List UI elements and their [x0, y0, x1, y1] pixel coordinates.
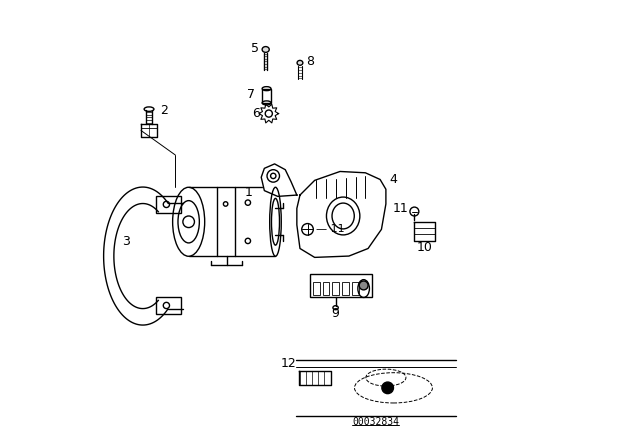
Text: — 11: — 11 [316, 224, 344, 234]
Bar [342, 282, 349, 295]
Polygon shape [414, 222, 435, 241]
Ellipse shape [262, 47, 269, 52]
Polygon shape [261, 164, 297, 196]
Text: 11: 11 [392, 202, 408, 215]
Bar [323, 282, 330, 295]
Text: 2: 2 [160, 104, 168, 117]
Text: 7: 7 [248, 88, 255, 101]
Bar [332, 282, 339, 295]
Bar [313, 282, 319, 295]
Text: 4: 4 [389, 173, 397, 186]
Text: 9: 9 [332, 307, 340, 320]
Bar [262, 89, 271, 103]
Bar [310, 274, 372, 297]
Text: 12: 12 [281, 357, 297, 370]
Bar [156, 196, 180, 213]
Text: 1: 1 [245, 186, 253, 199]
Polygon shape [299, 371, 331, 385]
Text: 00032834: 00032834 [352, 417, 399, 427]
Text: 10: 10 [417, 241, 433, 254]
Bar [352, 282, 359, 295]
Polygon shape [297, 172, 386, 258]
Ellipse shape [297, 60, 303, 65]
Text: 3: 3 [122, 235, 131, 248]
Text: 6: 6 [252, 107, 260, 120]
Circle shape [382, 382, 394, 394]
Bar [156, 297, 180, 314]
Text: 8: 8 [306, 55, 314, 68]
Circle shape [359, 281, 368, 290]
Text: 5: 5 [250, 42, 259, 55]
